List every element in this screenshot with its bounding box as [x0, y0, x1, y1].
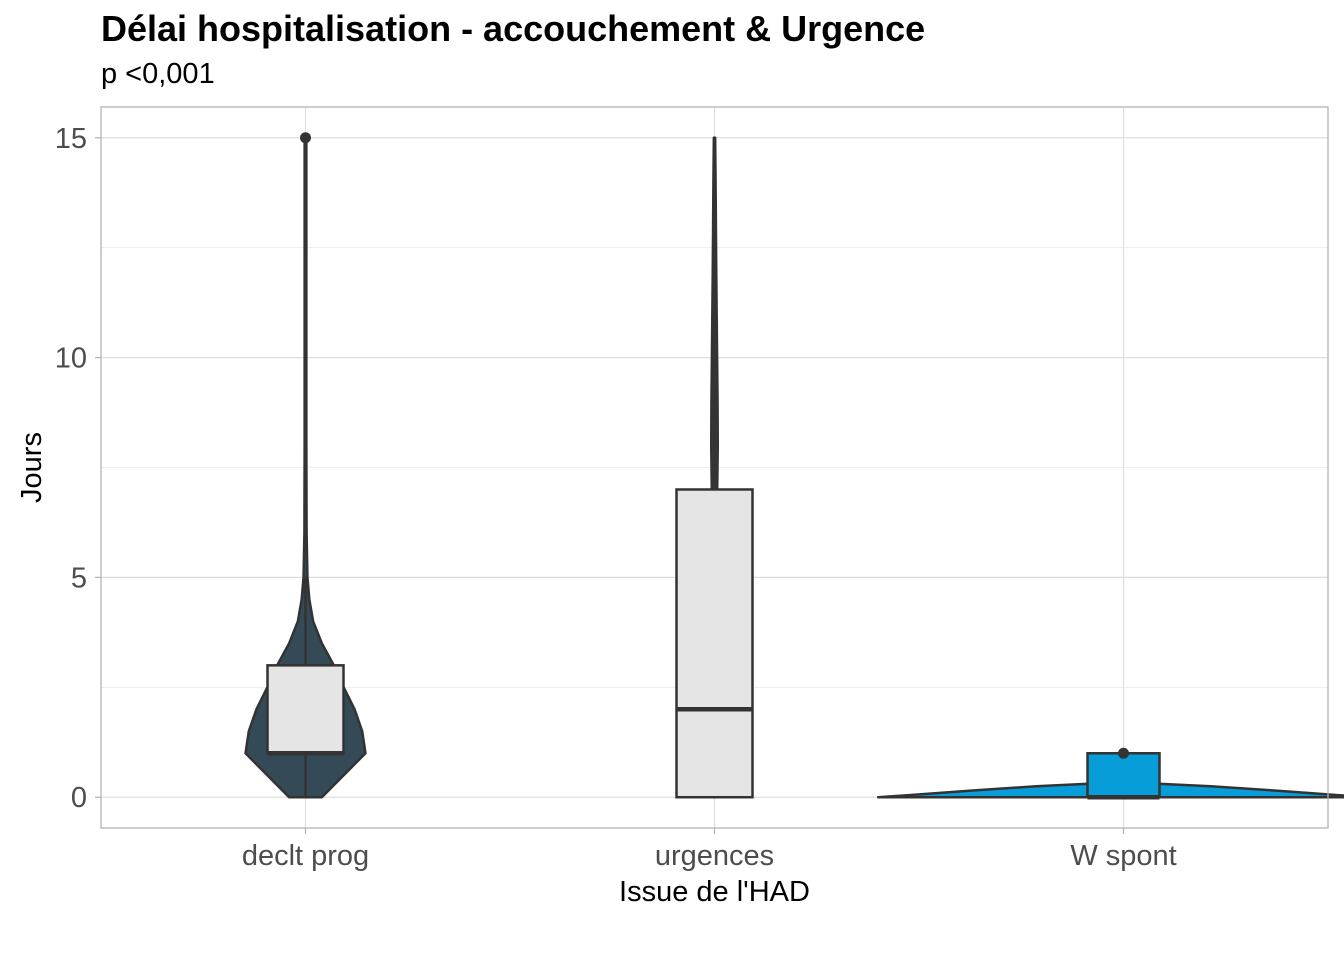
x-tick-label: urgences	[655, 840, 774, 872]
panel-border	[100, 106, 1329, 829]
box	[266, 664, 345, 755]
y-tick-label: 15	[55, 123, 87, 155]
outlier-point	[1118, 747, 1129, 759]
y-tick-label: 10	[55, 343, 87, 375]
y-axis-title: Jours	[16, 432, 48, 503]
box	[675, 488, 754, 799]
x-tick-label: declt prog	[242, 840, 369, 872]
chart-subtitle: p <0,001	[101, 58, 215, 90]
outlier-point	[300, 132, 311, 144]
x-tick-label: W spont	[1070, 840, 1176, 872]
y-tick-label: 5	[71, 562, 87, 594]
chart-title: Délai hospitalisation - accouchement & U…	[101, 8, 926, 49]
y-tick-label: 0	[71, 782, 87, 814]
box	[1086, 752, 1161, 799]
x-axis-title: Issue de l'HAD	[619, 876, 810, 908]
